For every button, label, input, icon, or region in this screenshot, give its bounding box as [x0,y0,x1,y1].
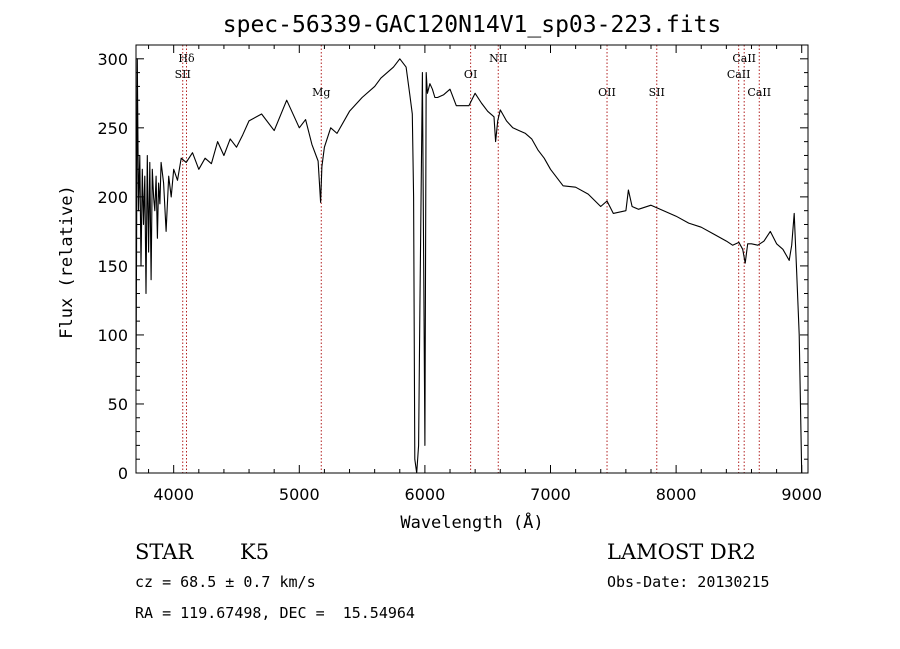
y-tick-label: 250 [97,119,128,138]
y-axis-ticks: 0 50 100 150 200 250 300 [97,50,808,483]
object-subclass: K5 [240,540,270,564]
x-tick-label: 6000 [405,485,446,504]
spectral-line-label: OI [464,68,477,81]
spectral-line-label: SII [649,86,665,99]
spectral-line-label: SII [175,68,191,81]
spectral-line-label: NII [489,52,507,65]
x-tick-label: 9000 [781,485,822,504]
spectral-line-label: Mg [312,86,330,99]
y-tick-label: 150 [97,257,128,276]
redshift-readout: cz = 68.5 ± 0.7 km/s [135,573,316,591]
plot-frame [135,44,809,474]
x-axis-label: Wavelength (Å) [400,511,543,533]
y-tick-label: 0 [118,464,128,483]
spectral-line-markers [182,45,760,473]
x-axis-ticks: 4000 5000 6000 7000 8000 9000 [148,45,822,504]
spectrum-line [135,58,803,474]
x-tick-label: 4000 [153,485,194,504]
coordinates-readout: RA = 119.67498, DEC = 15.54964 [135,604,415,622]
observation-date: Obs-Date: 20130215 [607,573,770,591]
x-tick-label: 5000 [279,485,320,504]
object-class: STAR [135,540,194,564]
spectral-line-label: CaII [747,86,771,99]
x-tick-label: 8000 [656,485,697,504]
spectral-line-label: Hδ [178,52,195,65]
survey-name: LAMOST DR2 [607,540,756,564]
y-tick-label: 50 [108,395,128,414]
y-axis-label: Flux (relative) [57,185,77,339]
spectral-line-label: OII [598,86,616,99]
y-tick-label: 100 [97,326,128,345]
y-tick-label: 300 [97,50,128,69]
spectral-line-labels: Hδ SII Mg OI NII OII SII CaII CaII CaII [175,52,771,99]
y-tick-label: 200 [97,188,128,207]
spectrum-chart: spec-56339-GAC120N14V1_sp03-223.fits Hδ S… [57,12,822,533]
x-tick-label: 7000 [530,485,571,504]
spectral-line-label: CaII [727,68,751,81]
spectral-line-label: CaII [732,52,756,65]
chart-title: spec-56339-GAC120N14V1_sp03-223.fits [223,12,722,38]
